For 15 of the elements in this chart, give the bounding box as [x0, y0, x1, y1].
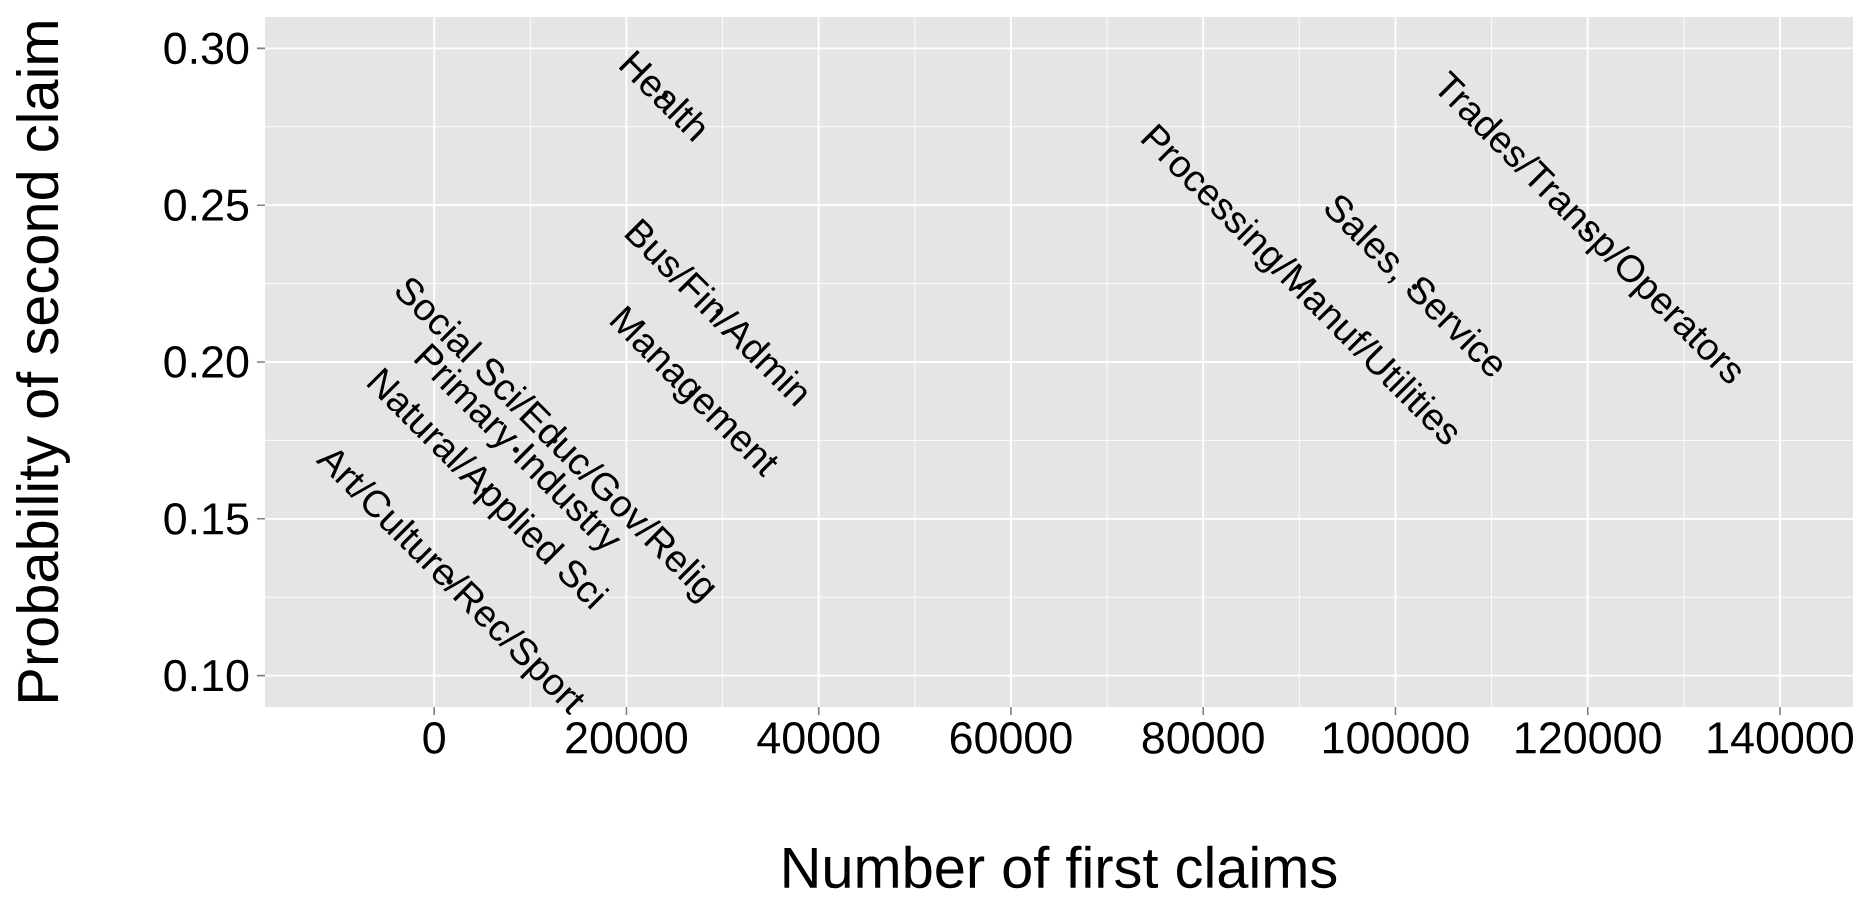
x-tick-label: 120000 — [1516, 722, 1661, 754]
y-tick-label: 0.30 — [164, 32, 249, 65]
y-axis-title: Probability of second claim — [16, 22, 70, 701]
y-tick-label: 0.10 — [164, 659, 249, 692]
x-tick-label: 0 — [423, 722, 445, 754]
y-tick-label: 0.20 — [164, 346, 249, 378]
x-tick-label: 60000 — [950, 722, 1072, 754]
x-axis-title: Number of first claims — [784, 845, 1337, 889]
y-tick-label: 0.15 — [164, 502, 249, 535]
x-tick-label: 80000 — [1142, 722, 1264, 754]
x-tick-label: 40000 — [757, 722, 880, 754]
x-tick-label: 140000 — [1708, 722, 1853, 754]
x-tick-label: 20000 — [566, 722, 687, 754]
y-tick-label: 0.25 — [164, 189, 249, 222]
x-tick-label: 100000 — [1324, 722, 1469, 754]
